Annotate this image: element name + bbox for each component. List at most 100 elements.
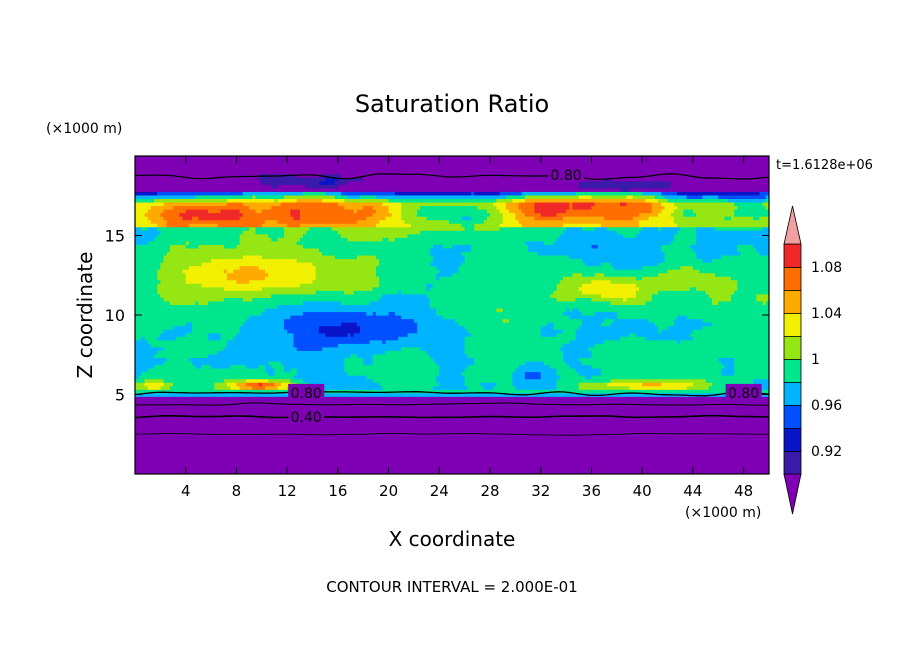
colorbar-tick-label: 1.08	[811, 260, 842, 276]
field-cell	[696, 286, 738, 291]
field-cell	[635, 283, 738, 288]
field-cell	[306, 184, 339, 189]
field-cell	[635, 332, 691, 337]
field-cell	[658, 325, 669, 330]
field-cell	[388, 237, 396, 242]
field-cell	[645, 300, 713, 305]
field-cell	[157, 223, 168, 228]
field-cell	[407, 233, 561, 238]
field-cell	[356, 353, 374, 358]
field-cell	[154, 353, 209, 358]
field-cell	[559, 346, 589, 351]
field-cell	[375, 311, 390, 316]
field-cell	[331, 226, 466, 231]
field-cell	[163, 346, 225, 351]
field-cell	[762, 226, 769, 231]
field-cell	[670, 240, 697, 245]
field-cell	[578, 194, 593, 199]
field-cell	[471, 244, 529, 249]
field-cell	[375, 194, 507, 199]
field-cell	[740, 251, 761, 256]
x-tick-label: 36	[582, 482, 601, 500]
field-cell	[144, 212, 161, 217]
field-cell	[315, 272, 377, 277]
field-cell	[464, 339, 570, 344]
field-cell	[325, 332, 348, 337]
field-cell	[607, 382, 643, 387]
field-cell	[518, 201, 536, 207]
field-cell	[439, 269, 459, 274]
field-cell	[556, 286, 580, 291]
field-cell	[160, 262, 203, 267]
y-axis-label: Z coordinate	[73, 252, 97, 379]
field-cell	[686, 385, 710, 390]
contour-label-bg	[288, 407, 325, 424]
field-cell	[160, 212, 180, 217]
field-cell	[658, 329, 662, 334]
field-cell	[467, 385, 485, 390]
field-cell	[318, 180, 336, 185]
field-cell	[661, 226, 681, 231]
field-cell	[458, 265, 615, 270]
field-cell	[135, 254, 165, 260]
field-cell	[727, 198, 767, 203]
field-cell	[290, 315, 402, 320]
field-cell	[442, 244, 453, 249]
field-cell	[553, 322, 583, 327]
field-cell	[581, 318, 605, 323]
field-cell	[600, 262, 612, 267]
field-cell	[461, 216, 472, 221]
field-cell	[166, 219, 266, 224]
field-cell	[658, 212, 672, 217]
field-cell	[429, 251, 463, 256]
field-cell	[426, 283, 434, 288]
field-cell	[436, 360, 475, 366]
colorbar-tick-label: 1.04	[811, 306, 842, 322]
field-cell	[135, 371, 142, 376]
field-cell	[658, 226, 662, 231]
field-cell	[689, 244, 738, 249]
field-cell	[581, 311, 596, 316]
field-cell	[458, 322, 548, 327]
field-cell	[375, 269, 440, 274]
field-cell	[135, 290, 158, 295]
field-cell	[461, 262, 586, 267]
field-cell	[464, 325, 542, 330]
field-cell	[154, 198, 228, 203]
colorbar-swatch	[783, 289, 802, 314]
field-cell	[474, 360, 526, 366]
field-cell	[518, 205, 536, 210]
field-cell	[553, 325, 580, 330]
y-tick-label: 15	[105, 227, 125, 246]
field-cell	[639, 219, 675, 224]
field-cell	[135, 325, 174, 330]
field-cell	[512, 375, 526, 380]
field-cell	[401, 209, 418, 214]
field-cell	[696, 237, 769, 242]
field-cell	[651, 201, 662, 207]
field-cell	[610, 378, 707, 383]
field-cell	[562, 311, 583, 316]
field-cell	[394, 311, 437, 316]
field-cell	[556, 212, 640, 217]
field-cell	[135, 163, 769, 168]
field-cell	[604, 339, 678, 344]
field-cell	[737, 247, 757, 252]
field-cell	[493, 201, 507, 207]
field-cell	[471, 216, 488, 221]
colorbar-swatch	[783, 381, 802, 406]
field-cell	[464, 254, 570, 260]
x-unit-label: (×1000 m)	[685, 505, 761, 521]
field-cell	[436, 311, 564, 316]
field-cell	[185, 332, 209, 337]
field-cell	[692, 329, 769, 334]
field-cell	[524, 371, 542, 376]
field-cell	[239, 385, 253, 390]
field-cell	[261, 382, 276, 387]
field-cell	[661, 247, 694, 252]
field-cell	[255, 209, 263, 214]
field-cell	[268, 233, 285, 238]
field-cell	[534, 216, 564, 221]
field-cell	[518, 219, 640, 224]
field-cell	[496, 307, 504, 313]
